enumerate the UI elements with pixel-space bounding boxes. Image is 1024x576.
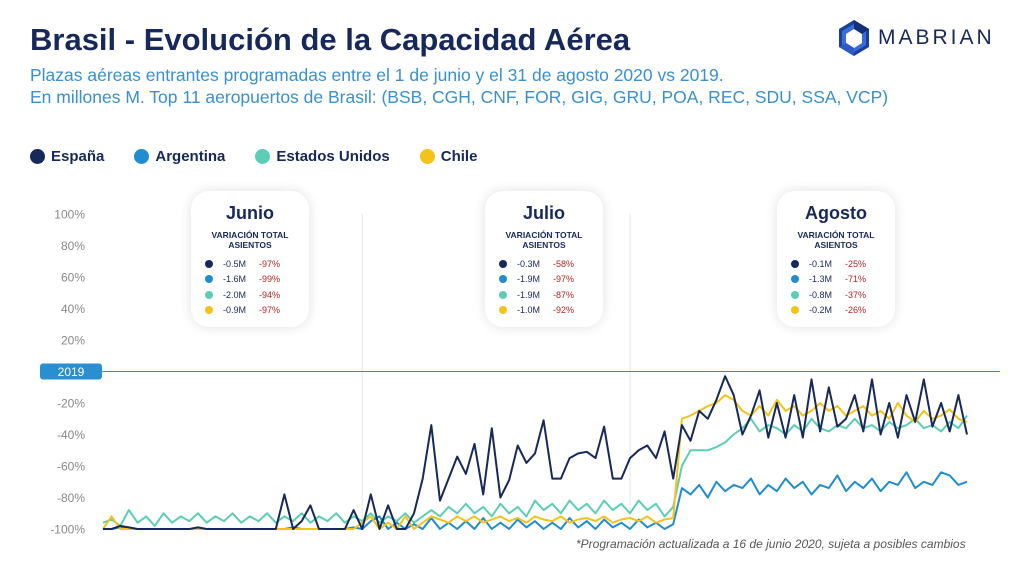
y-tick-label: -80% (57, 491, 85, 505)
card-row-chile: -1.0M -92% (485, 303, 603, 319)
card-subtitle-junio: VARIACIÓN TOTAL ASIENTOS (211, 230, 289, 250)
card-row-argentina: -1.6M -99% (191, 272, 309, 288)
row-dot-estados-unidos (205, 290, 213, 299)
row-dot-argentina (205, 275, 213, 284)
card-row-espana: -0.1M -25% (777, 256, 895, 272)
y-tick-label: 60% (61, 271, 85, 285)
row-dot-argentina (791, 275, 799, 284)
subtitle-line-2: En millones M. Top 11 aeropuertos de Bra… (30, 87, 889, 107)
row-pct: -37% (845, 289, 867, 300)
logo-text: MABRIAN (878, 26, 995, 49)
row-abs: -0.3M (517, 258, 541, 269)
y-tick-label: 20% (61, 334, 85, 348)
baseline-2019-badge (40, 363, 102, 380)
row-abs: -2.0M (223, 289, 247, 300)
row-dot-espana (791, 259, 799, 268)
legend-label-espana: España (51, 147, 105, 165)
row-dot-estados-unidos (791, 290, 799, 299)
card-row-espana: -0.3M -58% (485, 256, 603, 272)
legend-item-estados-unidos: Estados Unidos (255, 147, 390, 165)
card-row-chile: -0.2M -26% (777, 303, 895, 319)
row-pct: -99% (259, 274, 281, 285)
line-chart: 100% 80% 60% 40% 20% 2019 -20% -40% -60% -80% -100… (40, 208, 1000, 537)
row-pct: -71% (845, 274, 867, 285)
legend-dot-argentina (134, 148, 150, 164)
card-row-estados-unidos: -1.9M -87% (485, 287, 603, 303)
mabrian-logo: MABRIAN (836, 18, 1006, 58)
series-line-chile (102, 394, 968, 530)
footnote: *Programación actualizada a 16 de junio … (576, 537, 966, 551)
row-abs: -1.6M (223, 274, 247, 285)
card-row-chile: -0.9M -97% (191, 303, 309, 319)
card-subtitle-agosto: VARIACIÓN TOTAL ASIENTOS (797, 230, 875, 250)
legend-label-argentina: Argentina (155, 147, 226, 165)
card-row-estados-unidos: -0.8M -37% (777, 287, 895, 303)
subtitle-line-1: Plazas aéreas entrantes programadas entr… (30, 65, 724, 85)
card-title-agosto: Agosto (805, 203, 867, 223)
card-subtitle-julio: VARIACIÓN TOTAL ASIENTOS (505, 230, 583, 250)
legend-dot-chile (419, 148, 435, 164)
card-agosto: Agosto VARIACIÓN TOTAL ASIENTOS -0.1M -25… (777, 191, 895, 327)
hexagon-logo-icon (839, 20, 869, 56)
y-tick-label: 2019 (58, 365, 85, 379)
chart-title: Brasil - Evolución de la Capacidad Aérea (30, 22, 631, 57)
row-dot-chile (791, 306, 799, 315)
legend-item-chile: Chile (419, 147, 478, 165)
row-pct: -87% (553, 289, 575, 300)
series-line-españa (103, 375, 968, 530)
row-pct: -58% (553, 258, 575, 269)
row-abs: -1.3M (809, 274, 833, 285)
y-tick-label: 100% (54, 208, 85, 222)
row-abs: -0.8M (809, 289, 833, 300)
legend-dot-espana (30, 148, 45, 164)
legend-dot-estados-unidos (255, 148, 271, 164)
row-dot-estados-unidos (499, 290, 507, 299)
row-pct: -97% (553, 274, 575, 285)
card-row-argentina: -1.3M -71% (777, 272, 895, 288)
row-pct: -26% (845, 305, 867, 316)
y-tick-label: -60% (57, 460, 85, 474)
legend-label-estados-unidos: Estados Unidos (276, 147, 390, 165)
row-abs: -1.0M (517, 305, 541, 316)
row-dot-chile (499, 306, 507, 315)
row-abs: -0.9M (223, 305, 247, 316)
card-title-julio: Julio (522, 203, 565, 223)
row-pct: -97% (259, 258, 281, 269)
card-row-espana: -0.5M -97% (191, 256, 309, 272)
row-dot-espana (205, 259, 213, 268)
row-pct: -92% (553, 305, 575, 316)
card-title-junio: Junio (226, 203, 274, 223)
y-tick-label: -40% (57, 428, 85, 442)
row-abs: -1.9M (517, 289, 541, 300)
legend-item-espana: España (30, 148, 104, 165)
row-pct: -94% (259, 289, 281, 300)
chart-subtitle: Plazas aéreas entrantes programadas entr… (30, 64, 888, 108)
y-tick-label: -100% (50, 523, 85, 537)
y-tick-label: 80% (61, 239, 85, 253)
y-tick-label: 40% (61, 302, 85, 316)
row-pct: -25% (845, 258, 867, 269)
row-abs: -0.5M (223, 258, 247, 269)
card-junio: Junio VARIACIÓN TOTAL ASIENTOS -0.5M -97%… (191, 191, 309, 327)
row-dot-chile (205, 306, 213, 315)
row-abs: -0.1M (809, 258, 833, 269)
y-tick-label: -20% (57, 397, 85, 411)
card-julio: Julio VARIACIÓN TOTAL ASIENTOS -0.3M -58%… (485, 191, 603, 327)
row-dot-argentina (499, 275, 507, 284)
card-row-estados-unidos: -2.0M -94% (191, 287, 309, 303)
chart-legend: España Argentina Estados Unidos Chile (30, 144, 507, 168)
card-row-argentina: -1.9M -97% (485, 272, 603, 288)
legend-label-chile: Chile (440, 147, 478, 165)
row-pct: -97% (259, 305, 281, 316)
series-line-estados-unidos (102, 415, 968, 527)
row-abs: -0.2M (809, 305, 833, 316)
row-abs: -1.9M (517, 274, 541, 285)
legend-item-argentina: Argentina (134, 148, 225, 165)
row-dot-espana (499, 259, 507, 268)
